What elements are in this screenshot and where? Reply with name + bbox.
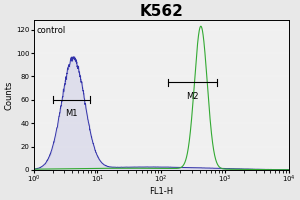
Text: M2: M2 bbox=[186, 92, 199, 101]
X-axis label: FL1-H: FL1-H bbox=[149, 187, 173, 196]
Text: control: control bbox=[37, 26, 66, 35]
Title: K562: K562 bbox=[139, 4, 183, 19]
Text: M1: M1 bbox=[65, 109, 77, 118]
Y-axis label: Counts: Counts bbox=[4, 80, 13, 110]
